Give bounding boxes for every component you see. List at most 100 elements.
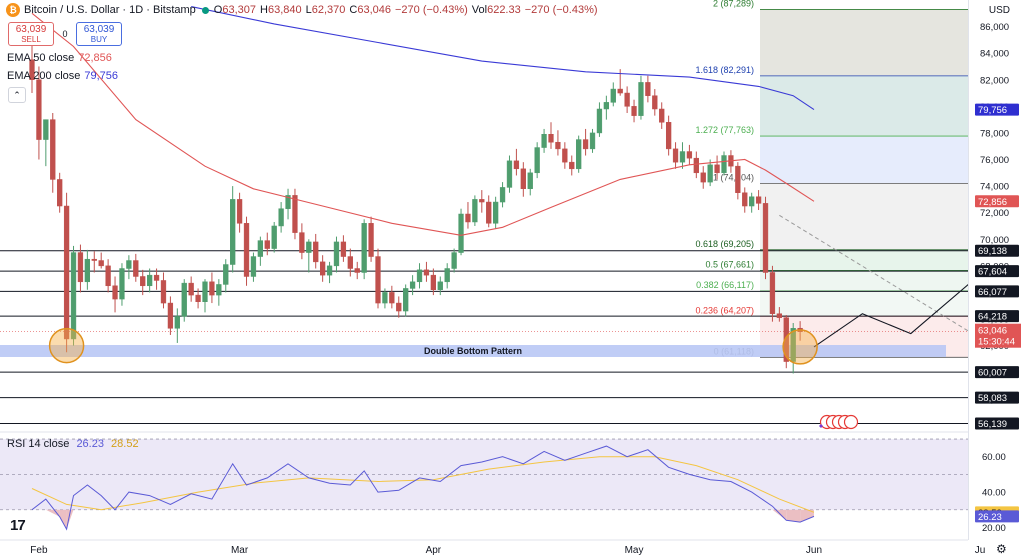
price-axis <box>969 0 1024 558</box>
price-axis-tag-bg <box>975 103 1019 116</box>
price-tick-label: 78,000 <box>980 128 1009 139</box>
rsi-legend[interactable]: RSI 14 close 26.23 28.52 <box>7 438 139 450</box>
candle <box>451 248 457 273</box>
collapse-legend-button[interactable]: ⌃ <box>8 87 26 103</box>
sell-button[interactable]: 63,039 SELL <box>8 22 54 46</box>
tradingview-logo[interactable]: 17 <box>10 517 26 534</box>
candle <box>119 263 125 306</box>
open-label: O <box>213 4 223 16</box>
price-axis-tag-bg <box>975 366 1019 379</box>
ema50-legend[interactable]: EMA 50 close 72,856 <box>7 52 112 64</box>
economic-events-icon[interactable] <box>818 414 862 430</box>
candle-body <box>409 281 416 289</box>
change-value: −270 (−0.43%) <box>395 4 468 16</box>
time-tick-label: Feb <box>30 545 48 556</box>
candle-body <box>665 122 672 150</box>
candle-body <box>368 223 374 257</box>
double-bottom-marker <box>48 327 85 364</box>
candle <box>631 99 637 123</box>
candle-body <box>112 285 118 300</box>
candle <box>776 307 783 322</box>
candle-body <box>686 151 693 159</box>
settings-gear-icon[interactable]: ⚙ <box>996 542 1007 556</box>
fib-level-label: 1.272 (77,763) <box>695 125 754 135</box>
candle-body <box>472 199 478 223</box>
candle-body <box>624 92 630 107</box>
candle <box>769 265 776 322</box>
candle-body <box>285 195 291 209</box>
candle-body <box>679 151 686 163</box>
double-bottom-label: Double Bottom Pattern <box>424 346 522 356</box>
candle-body <box>230 199 236 265</box>
candle-body <box>326 265 333 276</box>
ema200-legend[interactable]: EMA 200 close 79,756 <box>7 70 118 82</box>
rsi-oversold-fill <box>786 509 801 523</box>
spread-value: 0 <box>62 29 68 39</box>
candle <box>444 263 450 289</box>
candle-body <box>603 102 610 110</box>
candle-body <box>396 302 402 312</box>
candle <box>437 276 443 296</box>
buy-button[interactable]: 63,039 BUY <box>76 22 122 46</box>
fib-level-label: 0.382 (66,117) <box>696 280 754 290</box>
open-value: 63,307 <box>222 4 256 16</box>
candle <box>36 66 42 160</box>
candle-body <box>84 258 91 283</box>
candle-body <box>527 172 533 190</box>
candle-body <box>382 292 388 304</box>
candle <box>264 232 270 256</box>
candle <box>582 128 589 156</box>
candle <box>278 202 284 233</box>
candle <box>527 168 533 196</box>
bitcoin-logo-icon: ₿ <box>6 3 20 17</box>
candle-body <box>617 88 623 94</box>
candle <box>375 248 381 309</box>
currency-selector[interactable]: USD <box>988 5 1010 16</box>
candle-body <box>257 240 264 257</box>
candle-body <box>541 134 547 148</box>
ema200-line <box>191 6 815 111</box>
candle-body <box>306 241 312 253</box>
ema50-line <box>31 12 815 236</box>
candle <box>167 296 174 335</box>
candle-body <box>236 199 243 224</box>
symbol-title[interactable]: Bitcoin / U.S. Dollar · 1D · Bitstamp <box>24 4 196 16</box>
candle-body <box>119 268 125 300</box>
candle-body <box>693 157 699 174</box>
candle-body <box>209 281 215 296</box>
candle <box>188 276 194 302</box>
candle <box>202 279 208 313</box>
rsi-label: RSI 14 close <box>7 438 70 450</box>
candle <box>340 235 347 262</box>
candle <box>209 272 215 304</box>
candle-body <box>465 213 471 223</box>
fib-level-label: 0.5 (67,661) <box>705 259 754 269</box>
fib-level-label: 1 (74,204) <box>713 172 754 182</box>
candle-body <box>389 292 395 304</box>
candle-body <box>721 155 727 174</box>
candle <box>465 202 471 229</box>
candle-body <box>160 280 167 304</box>
candle-body <box>569 161 575 170</box>
trade-buttons: 63,039 SELL 0 63,039 BUY <box>8 22 122 46</box>
candle-body <box>29 59 35 81</box>
candle <box>361 219 367 280</box>
candle-body <box>742 192 748 207</box>
candle-body <box>140 276 146 287</box>
time-tick-label: Jun <box>806 545 822 556</box>
candle-body <box>749 196 755 207</box>
candle-body <box>492 201 499 224</box>
candle <box>50 112 56 193</box>
candle <box>638 75 644 120</box>
candle <box>223 259 229 293</box>
candle-body <box>444 268 450 283</box>
candle <box>645 75 651 103</box>
candle-body <box>562 148 568 163</box>
candle <box>140 269 146 296</box>
candle <box>492 196 499 229</box>
candle <box>382 288 388 309</box>
rsi-ma-line <box>31 456 815 513</box>
rsi-tick-label: 20.00 <box>982 523 1006 534</box>
price-tick-label: 76,000 <box>980 155 1009 166</box>
